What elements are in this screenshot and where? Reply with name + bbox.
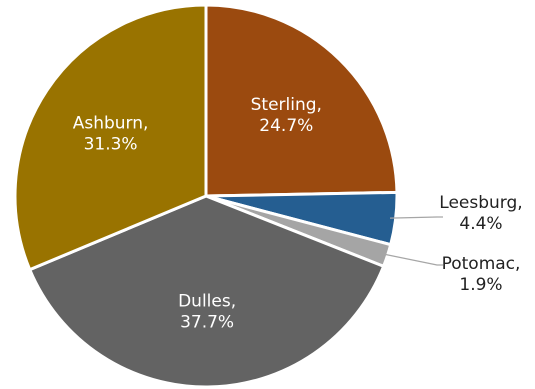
pie-slices — [13, 3, 399, 389]
pie-slice-sterling — [204, 3, 399, 198]
data-label-ashburn: Ashburn, 31.3% — [73, 114, 149, 155]
leader-line-potomac — [381, 253, 443, 266]
leader-line-leesburg — [389, 216, 443, 219]
pie-slice-dulles — [27, 194, 386, 389]
data-label-dulles: Dulles, 37.7% — [178, 292, 236, 333]
data-label-leesburg: Leesburg, 4.4% — [439, 193, 522, 234]
data-label-potomac: Potomac, 1.9% — [442, 254, 521, 295]
data-label-sterling: Sterling, 24.7% — [251, 95, 322, 136]
slice-labels: Sterling, 24.7% Leesburg, 4.4% Potomac, 1.9% D… — [73, 95, 523, 332]
pie-slice-ashburn — [13, 3, 208, 272]
leader-lines — [381, 216, 443, 266]
